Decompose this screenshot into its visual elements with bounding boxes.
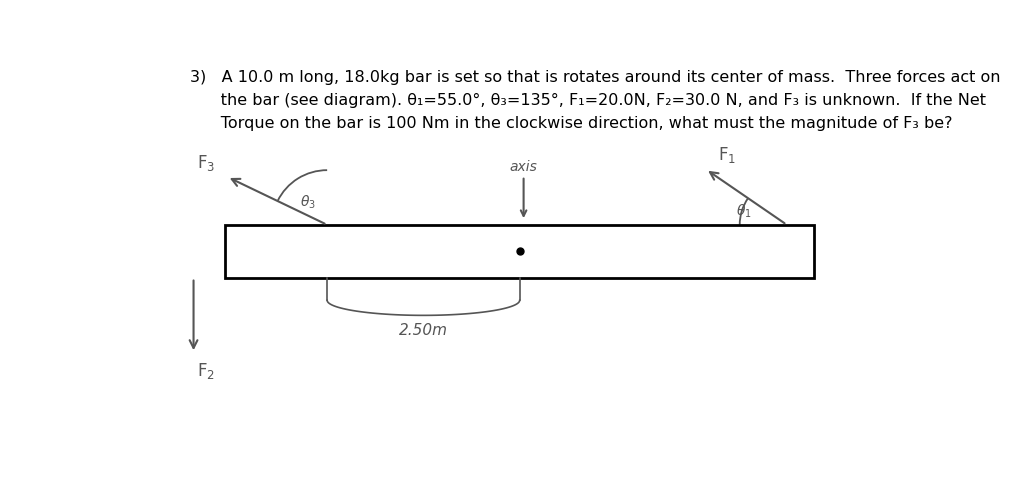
Text: $\theta_1$: $\theta_1$ <box>736 203 751 220</box>
Text: $\mathregular{F_3}$: $\mathregular{F_3}$ <box>197 153 215 173</box>
Text: axis: axis <box>510 160 537 174</box>
Bar <box>225 225 814 278</box>
Text: $\mathregular{F_2}$: $\mathregular{F_2}$ <box>198 361 215 381</box>
Text: $\theta_3$: $\theta_3$ <box>299 194 315 211</box>
Text: 3)   A 10.0 m long, 18.0kg bar is set so that is rotates around its center of ma: 3) A 10.0 m long, 18.0kg bar is set so t… <box>190 70 1000 131</box>
Text: $\mathregular{F_1}$: $\mathregular{F_1}$ <box>718 146 735 166</box>
Text: 2.50m: 2.50m <box>399 323 448 338</box>
